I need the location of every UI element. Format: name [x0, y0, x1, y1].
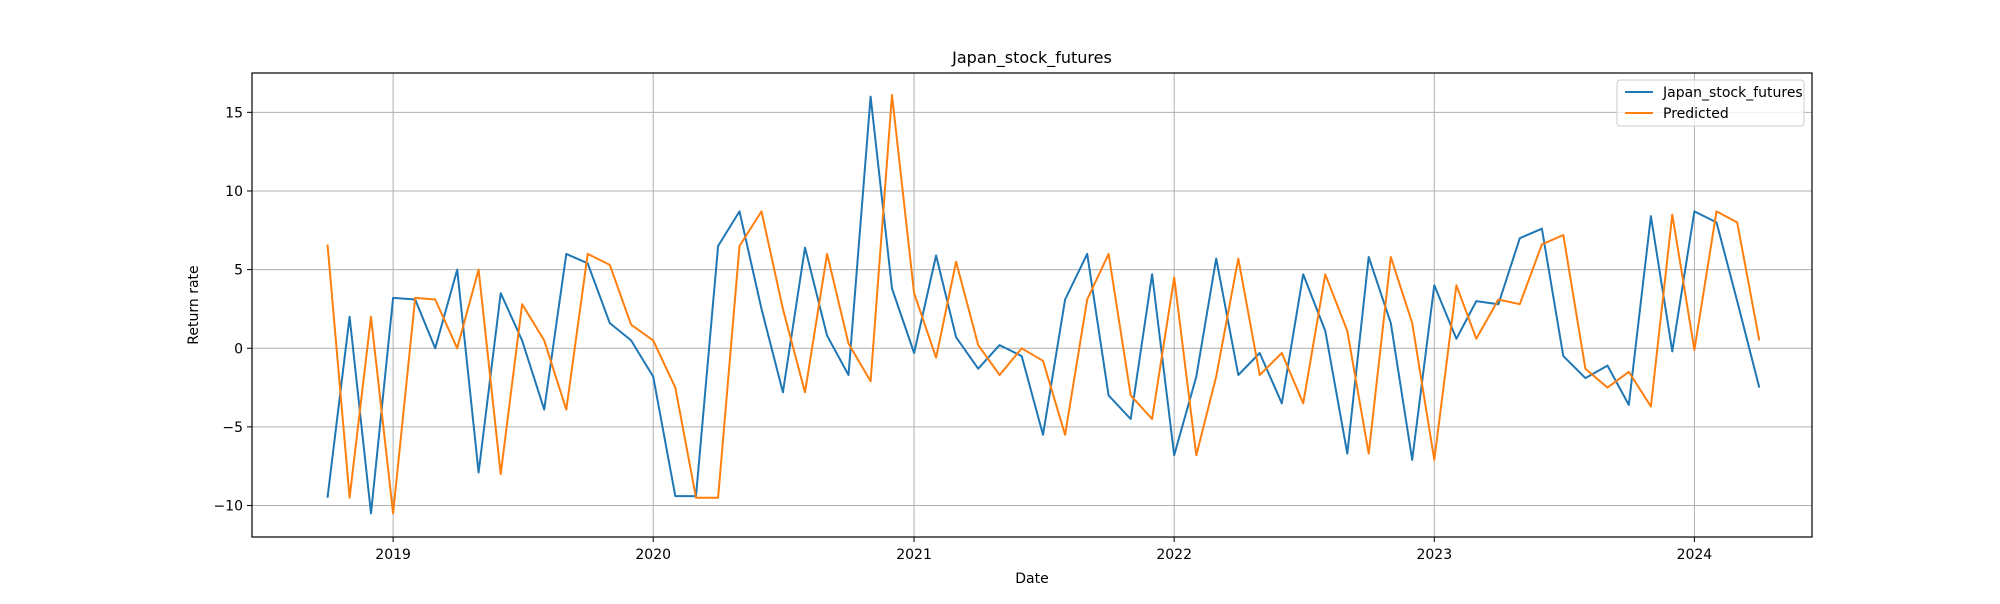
legend: Japan_stock_futures Predicted [1616, 79, 1805, 127]
y-axis-label: Return rate [186, 265, 202, 344]
y-tick-label: 0 [234, 341, 243, 357]
legend-box [1616, 79, 1805, 127]
legend-label: Predicted [1663, 106, 1729, 122]
grid [252, 73, 1812, 537]
x-tick-label: 2020 [635, 547, 671, 563]
x-tick-label: 2022 [1156, 547, 1192, 563]
y-tick-label: −10 [213, 499, 243, 515]
x-tick-label: 2023 [1416, 547, 1452, 563]
x-tick-label: 2024 [1677, 547, 1713, 563]
y-tick-label: −5 [222, 420, 243, 436]
series-lines [326, 94, 1761, 515]
y-tick-label: 5 [234, 263, 243, 279]
y-tick-label: 15 [225, 105, 243, 121]
plot-frame [251, 72, 1813, 538]
x-axis-label: Date [1015, 571, 1048, 587]
series-line-japan-stock-futures [326, 95, 1761, 515]
axis-ticks: 2019 2020 2021 2022 2023 2024 −10 −5 0 5 10 15 [213, 105, 1712, 563]
legend-label: Japan_stock_futures [1662, 85, 1803, 101]
x-tick-label: 2019 [375, 547, 411, 563]
series-line-predicted [326, 94, 1761, 515]
chart-title: Japan_stock_futures [951, 48, 1112, 68]
x-tick-label: 2021 [896, 547, 932, 563]
y-tick-label: 10 [225, 184, 243, 200]
